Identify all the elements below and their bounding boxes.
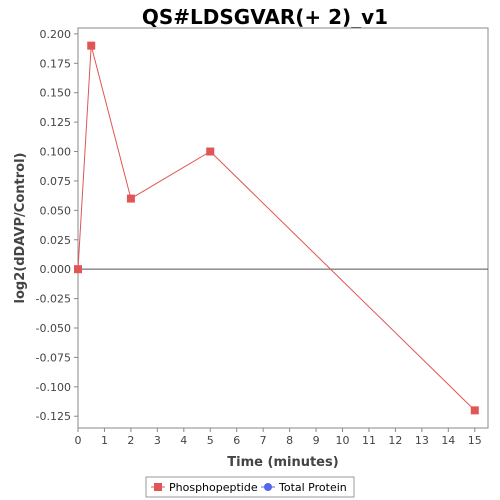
y-tick-label: -0.100 <box>36 381 71 394</box>
x-tick-label: 10 <box>336 434 350 447</box>
y-tick-label: -0.125 <box>36 410 71 423</box>
x-tick-label: 0 <box>75 434 82 447</box>
data-point <box>87 41 96 50</box>
y-axis-label: log2(dDAVP/Control) <box>13 153 28 304</box>
x-tick-label: 15 <box>468 434 482 447</box>
legend: Phosphopeptide Total Protein <box>145 476 355 498</box>
x-tick-label: 7 <box>260 434 267 447</box>
y-tick-label: 0.100 <box>40 146 72 159</box>
x-tick-label: 14 <box>441 434 455 447</box>
x-tick-label: 1 <box>101 434 108 447</box>
y-tick-label: 0.200 <box>40 28 72 41</box>
legend-marker <box>264 483 272 491</box>
y-tick-label: 0.050 <box>40 204 72 217</box>
x-axis: 0 1 2 3 4 5 6 7 8 9 10 11 12 13 14 15 <box>75 428 482 447</box>
data-point <box>206 147 215 156</box>
legend-label: Total Protein <box>278 481 347 494</box>
data-point <box>74 265 82 274</box>
data-point <box>126 194 135 203</box>
y-tick-label: 0.000 <box>40 263 72 276</box>
legend-label: Phosphopeptide <box>169 481 258 494</box>
x-tick-label: 8 <box>286 434 293 447</box>
x-tick-label: 11 <box>362 434 376 447</box>
x-tick-label: 5 <box>207 434 214 447</box>
data-point <box>470 406 479 415</box>
y-tick-label: 0.025 <box>40 234 72 247</box>
x-tick-label: 9 <box>313 434 320 447</box>
y-tick-label: -0.075 <box>36 351 71 364</box>
x-tick-label: 3 <box>154 434 161 447</box>
plot-area <box>77 27 489 429</box>
y-tick-label: 0.125 <box>40 116 72 129</box>
x-tick-label: 2 <box>127 434 134 447</box>
x-tick-label: 13 <box>415 434 429 447</box>
series-layer <box>74 41 479 415</box>
x-axis-label: Time (minutes) <box>227 455 338 470</box>
x-tick-label: 12 <box>388 434 402 447</box>
x-tick-label: 4 <box>180 434 187 447</box>
legend-marker <box>154 483 162 491</box>
y-tick-label: -0.025 <box>36 293 71 306</box>
legend-box <box>145 476 355 498</box>
y-tick-label: 0.175 <box>40 57 72 70</box>
y-axis: -0.125 -0.100 -0.075 -0.050 -0.025 0.000 0.025… <box>36 28 78 423</box>
y-tick-label: 0.075 <box>40 175 72 188</box>
chart-title: QS#LDSGVAR(+ 2)_v1 <box>142 5 388 29</box>
y-tick-label: -0.050 <box>36 322 71 335</box>
x-tick-label: 6 <box>233 434 240 447</box>
y-tick-label: 0.150 <box>40 87 72 100</box>
